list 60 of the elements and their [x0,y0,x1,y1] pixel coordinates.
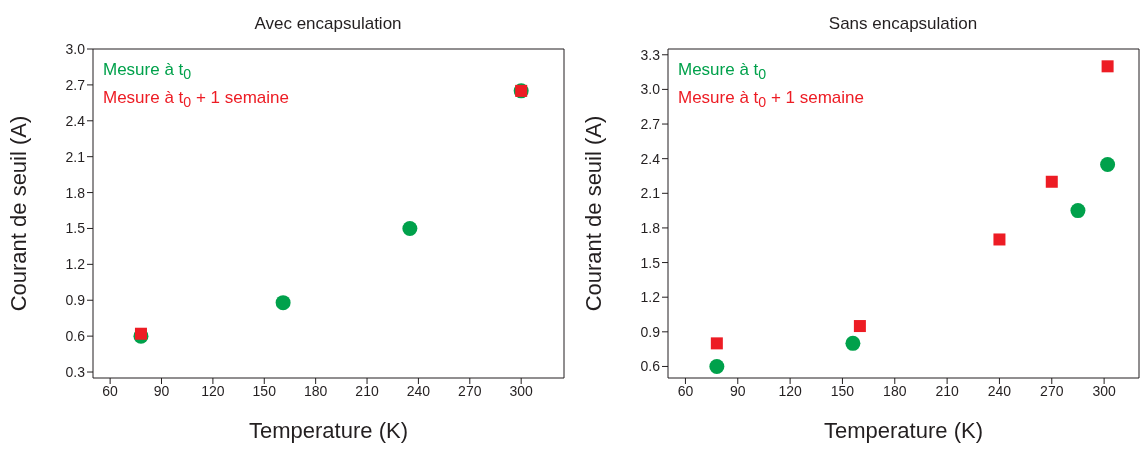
x-tick-label: 210 [935,382,959,399]
y-tick-label: 0.6 [640,358,661,375]
y-tick-label: 1.5 [65,220,86,237]
y-tick-label: 1.8 [65,184,86,201]
y-tick-label: 0.3 [65,363,86,380]
y-tick-label: 2.4 [640,150,661,167]
x-tick-label: 300 [509,382,534,399]
y-tick-label: 2.7 [65,76,86,93]
point [275,295,291,311]
x-tick-label: 210 [355,382,379,399]
point [845,335,861,351]
x-axis-title: Temperature (K) [824,418,983,443]
text: Mesure à t$_{0}$ + 1 semaine [678,87,864,113]
y-tick-label: 1.2 [640,289,661,306]
x-tick-label: 60 [102,382,119,399]
x-tick-label: 300 [1092,382,1116,399]
x-tick-label: 60 [677,382,694,399]
y-tick-label: 3.0 [640,81,661,98]
point [134,327,147,340]
y-tick-label: 0.9 [640,323,661,340]
x-tick-label: 150 [830,382,855,399]
y-axis-title: Courant de seuil (A) [5,115,31,312]
y-tick-label: 2.1 [65,148,86,165]
chart-title: Sans encapsulation [827,14,979,34]
x-tick-label: 180 [883,382,907,399]
point [853,320,866,333]
y-tick-label: 1.5 [640,254,661,271]
text: Mesure à t$_{0}$ + 1 semaine [103,87,289,113]
point [1045,175,1058,188]
y-tick-label: 0.9 [65,292,86,309]
point [710,337,723,350]
y-tick-label: 2.1 [640,185,661,202]
point [1070,203,1086,219]
point [993,233,1006,246]
x-tick-label: 180 [303,382,328,399]
x-tick-label: 120 [201,382,225,399]
y-axis-title: Courant de seuil (A) [580,115,606,312]
y-tick-label: 2.7 [640,116,661,133]
x-tick-label: 120 [778,382,802,399]
x-tick-label: 240 [987,382,1012,399]
x-axis-title: Temperature (K) [249,418,408,443]
text: Mesure à t$_{0}$ [678,59,768,85]
x-tick-label: 90 [729,382,746,399]
y-tick-label: 3.0 [65,40,86,57]
point [402,220,418,236]
x-tick-label: 240 [406,382,431,399]
y-tick-label: 3.3 [640,46,661,63]
x-tick-label: 270 [1040,382,1064,399]
y-tick-label: 2.4 [65,112,86,129]
point [709,358,725,374]
y-tick-label: 1.2 [65,256,86,273]
x-tick-label: 150 [252,382,277,399]
y-tick-label: 1.8 [640,219,661,236]
y-tick-label: 0.6 [65,328,86,345]
point [1101,60,1114,73]
chart-title: Avec encapsulation [253,14,403,34]
point [1100,156,1116,172]
text: Mesure à t$_{0}$ [103,59,193,85]
x-tick-label: 270 [458,382,482,399]
x-tick-label: 90 [153,382,170,399]
